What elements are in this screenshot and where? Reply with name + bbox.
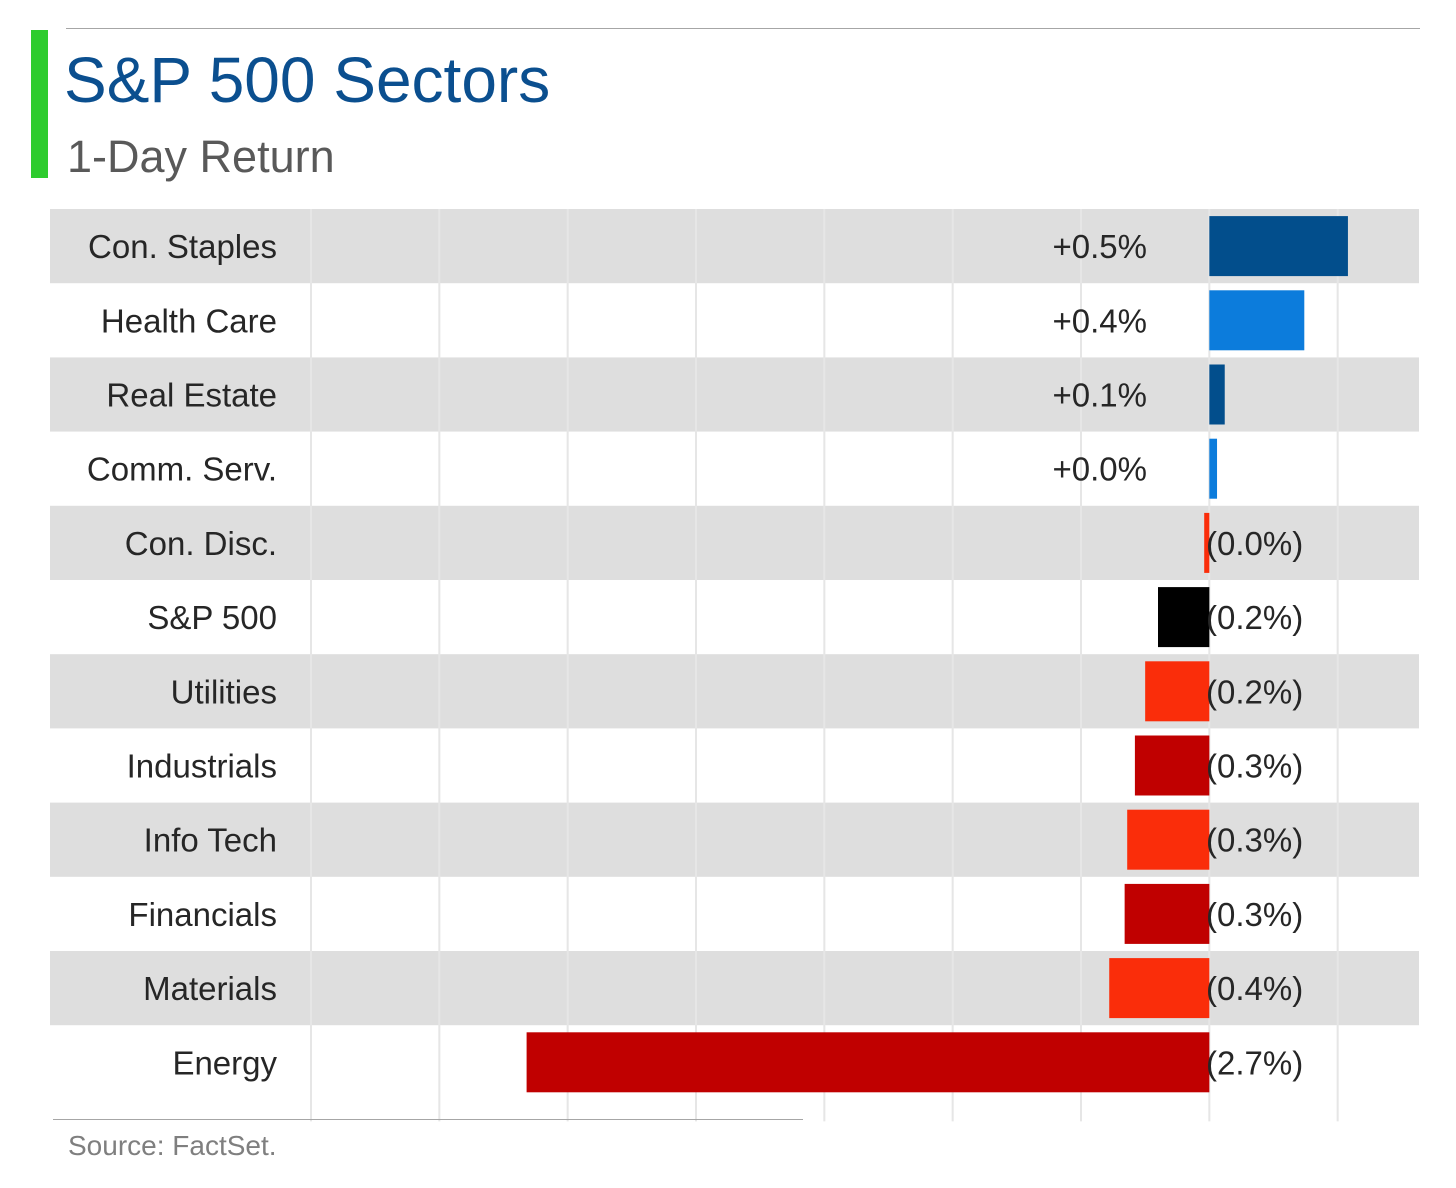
source-note: Source: FactSet. (68, 1130, 277, 1161)
category-label: Financials (128, 896, 277, 933)
category-label: Health Care (101, 302, 277, 339)
row-band (50, 505, 1419, 580)
category-label: Materials (143, 970, 277, 1007)
bar (1204, 512, 1210, 573)
category-label: Info Tech (144, 822, 277, 859)
value-label: (0.2%) (1206, 599, 1303, 636)
row-band (50, 357, 1419, 432)
bar (1134, 735, 1210, 796)
row-band (50, 209, 1419, 284)
category-label: Con. Disc. (125, 525, 277, 562)
value-label: (0.4%) (1206, 970, 1303, 1007)
top-rule (66, 28, 1420, 29)
footer-rule (53, 1119, 803, 1120)
value-label: +0.1% (1053, 377, 1148, 414)
accent-bar (31, 30, 48, 178)
category-label: Industrials (127, 748, 277, 785)
bar (1209, 216, 1348, 277)
value-label: +0.5% (1053, 228, 1148, 265)
value-label: +0.0% (1053, 451, 1148, 488)
bar (1145, 661, 1210, 722)
bar (1209, 364, 1225, 425)
bar (1209, 438, 1218, 499)
category-label: Real Estate (106, 377, 277, 414)
chart-title: S&P 500 Sectors (64, 44, 551, 116)
value-label: (0.2%) (1206, 673, 1303, 710)
bar (1124, 883, 1210, 944)
category-label: S&P 500 (147, 599, 277, 636)
value-label: (0.3%) (1206, 896, 1303, 933)
bar (1109, 958, 1210, 1019)
category-label: Energy (172, 1044, 277, 1081)
category-label: Utilities (171, 673, 277, 710)
category-label: Comm. Serv. (87, 451, 277, 488)
value-label: (2.7%) (1206, 1044, 1303, 1081)
chart-subtitle: 1-Day Return (67, 131, 335, 182)
bar (1127, 809, 1210, 870)
bar (1209, 290, 1305, 351)
category-label: Con. Staples (88, 228, 277, 265)
bar (526, 1032, 1210, 1093)
value-label: +0.4% (1053, 302, 1148, 339)
value-label: (0.0%) (1206, 525, 1303, 562)
bar (1158, 587, 1210, 648)
value-label: (0.3%) (1206, 748, 1303, 785)
value-label: (0.3%) (1206, 822, 1303, 859)
